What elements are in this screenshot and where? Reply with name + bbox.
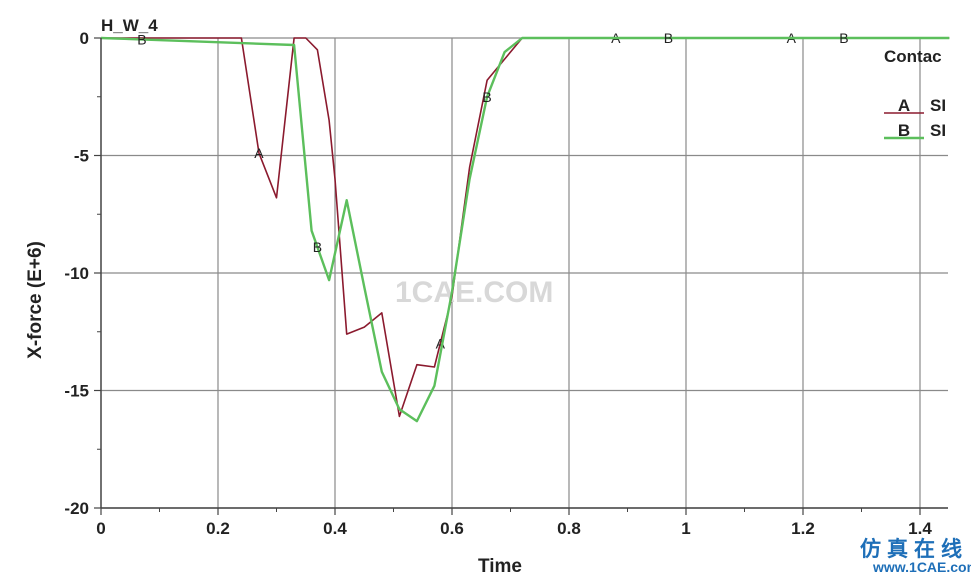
- y-tick-label: -10: [64, 264, 89, 283]
- series-b-marker: B: [482, 89, 491, 105]
- x-tick-label: 1: [681, 519, 690, 538]
- series-a-line: [101, 37, 950, 418]
- x-tick-label: 0.8: [557, 519, 581, 538]
- series-b-marker: B: [839, 30, 848, 46]
- y-tick-label: -15: [64, 382, 89, 401]
- watermark: 1CAE.COM: [395, 276, 553, 309]
- brand-line2: www.1CAE.com: [872, 559, 971, 575]
- legend-name-a: SI: [930, 96, 946, 115]
- brand-logo: 仿真在线 www.1CAE.com: [860, 537, 971, 575]
- series-b-marker: B: [664, 30, 673, 46]
- x-tick-label: 1.4: [908, 519, 932, 538]
- legend-name-b: SI: [930, 121, 946, 140]
- x-tick-label: 0.4: [323, 519, 347, 538]
- legend: Contac A SI B SI: [884, 47, 946, 140]
- y-tick-label: -5: [74, 147, 89, 166]
- series-b-marker: B: [137, 31, 146, 47]
- x-tick-label: 0.6: [440, 519, 464, 538]
- chart-title: H_W_4: [101, 16, 158, 35]
- legend-items: A SI B SI: [884, 96, 946, 140]
- x-tick-label: 1.2: [791, 519, 815, 538]
- y-tick-label: 0: [80, 29, 89, 48]
- y-tick-label: -20: [64, 499, 89, 518]
- y-axis-title: X-force (E+6): [25, 241, 46, 359]
- x-tick-label: 0.2: [206, 519, 230, 538]
- x-axis-title: Time: [478, 556, 522, 576]
- brand-line1: 仿真在线: [860, 537, 968, 561]
- series-a-marker: A: [254, 145, 264, 161]
- series-b-marker: B: [313, 239, 322, 255]
- legend-id-b: B: [898, 121, 910, 140]
- legend-title: Contac: [884, 47, 942, 66]
- axes: 0 0.2 0.4 0.6 0.8 1 1.2 1.4 0 -5 -10 -15 -20: [64, 29, 948, 538]
- series-b-line: [100, 36, 950, 423]
- series-a-marker: A: [436, 336, 446, 352]
- x-tick-label: 0: [96, 519, 105, 538]
- legend-id-a: A: [898, 96, 910, 115]
